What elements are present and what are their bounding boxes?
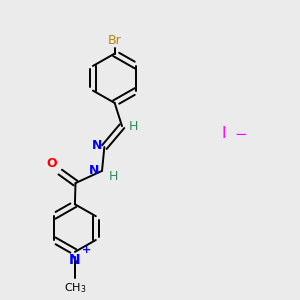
Text: Br: Br: [108, 34, 122, 47]
Text: CH$_3$: CH$_3$: [64, 281, 86, 295]
Text: N: N: [92, 139, 102, 152]
Text: O: O: [46, 157, 57, 170]
Text: H: H: [128, 120, 138, 133]
Text: H: H: [109, 169, 118, 183]
Text: N: N: [69, 253, 81, 267]
Text: N: N: [89, 164, 100, 177]
Text: I: I: [221, 126, 226, 141]
Text: +: +: [81, 244, 91, 255]
Text: −: −: [234, 128, 247, 142]
